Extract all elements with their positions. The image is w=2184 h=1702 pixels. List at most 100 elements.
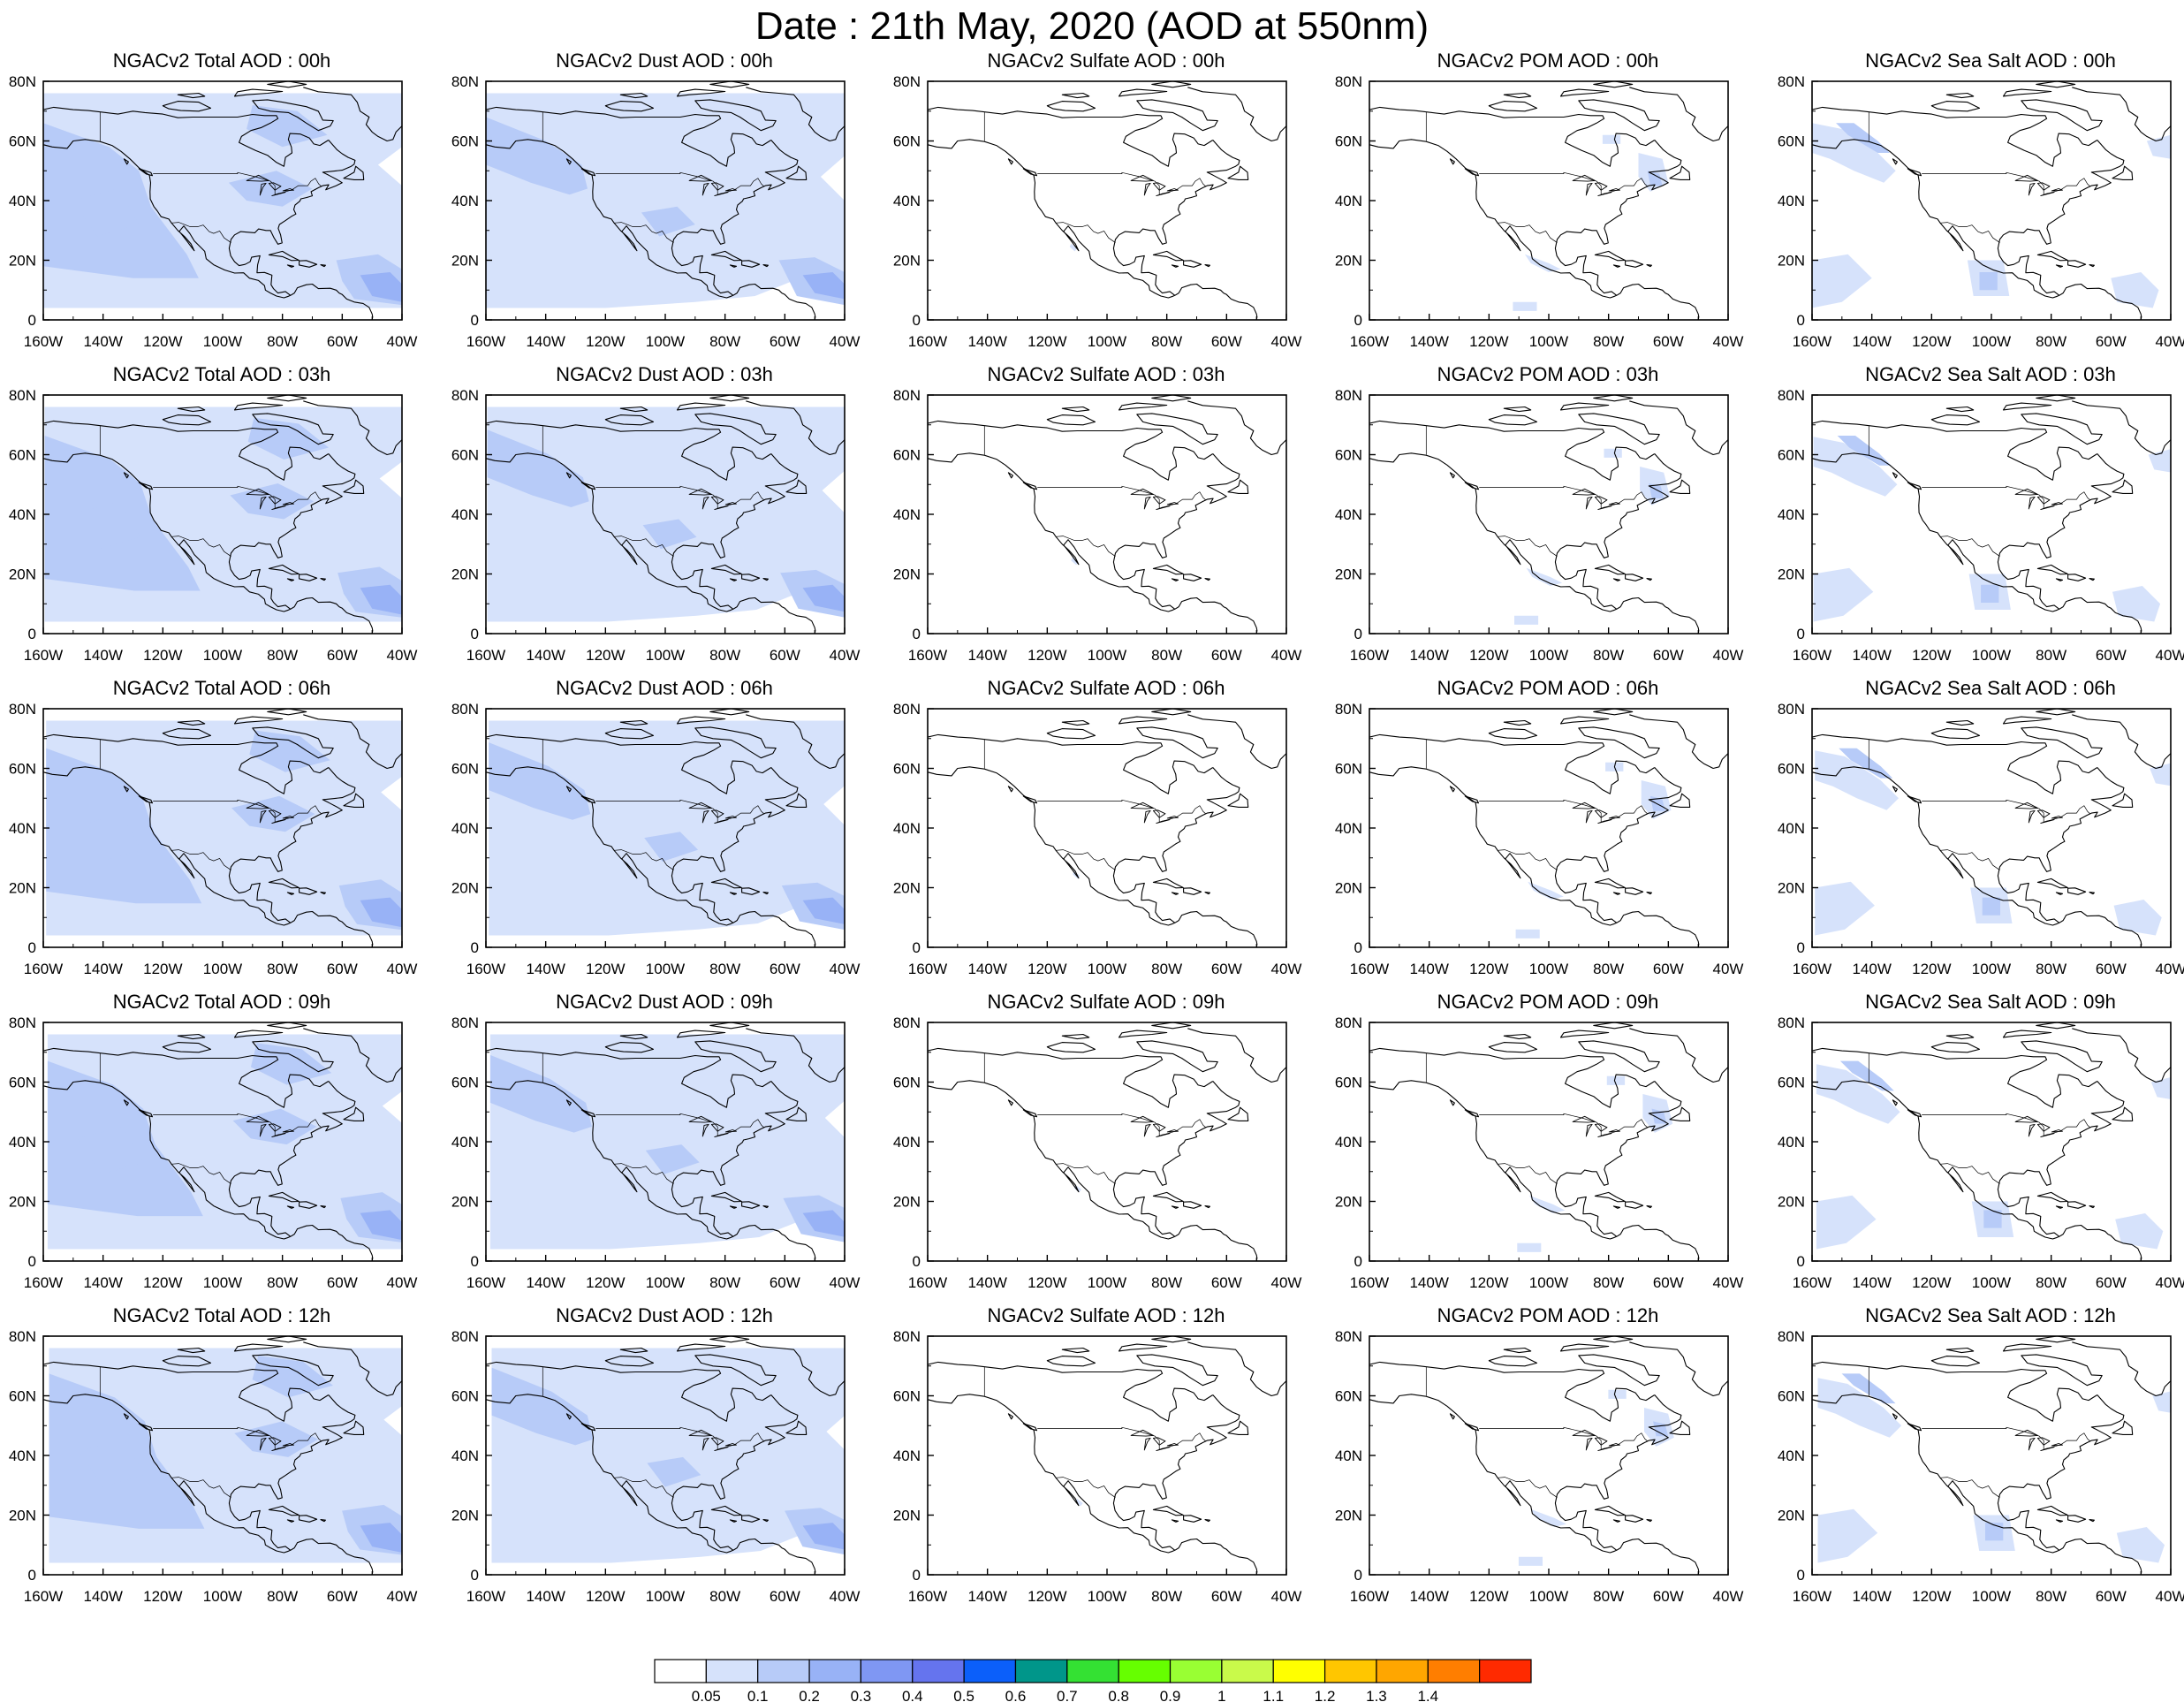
island-outline [1183,1201,1202,1209]
island-outline [1022,795,1038,804]
island-outline [1151,1336,1192,1343]
island-outline [267,395,307,402]
lon-tick-label: 60W [2096,647,2127,664]
map-panel: NGACv2 Dust AOD : 06h 160W 140W 120W 100W 80W… [444,677,885,977]
aod-map: 160W 140W 120W 100W 80W 60W 40W 0 20N 40N 60N 80N [1778,387,2184,664]
aod-field [486,117,588,195]
lake-outline [282,1129,294,1133]
lon-tick-label: 160W [1350,961,1389,977]
lon-tick-label: 80W [1593,333,1624,350]
lat-tick-label: 80N [1778,1014,1805,1031]
lon-tick-label: 80W [1151,647,1182,664]
lon-tick-label: 100W [203,647,242,664]
island-outline [2112,165,2134,180]
lake-outline [1585,809,1593,824]
island-outline [1503,1347,1532,1354]
island-outline [2112,1106,2134,1121]
island-outline [2036,878,2068,889]
country-border [1037,1426,1206,1450]
lat-tick-label: 20N [1778,253,1805,270]
lake-outline [1608,1443,1620,1447]
lon-tick-label: 160W [24,647,63,664]
island-outline [2021,1040,2103,1073]
lat-tick-label: 80N [1778,73,1805,90]
coastline [1812,1080,2142,1261]
country-border [1922,1426,2090,1450]
country-border [1479,1426,1648,1450]
lon-tick-label: 120W [586,647,625,664]
country-border [1056,536,1116,557]
lat-tick-label: 60N [451,447,479,464]
island-outline [267,709,307,716]
map-panel: NGACv2 Sea Salt AOD : 09h 160W 140W 120W 100… [1770,991,2184,1291]
aod-field [642,519,697,550]
lon-tick-label: 60W [1211,1274,1242,1291]
island-outline [1464,482,1480,490]
lon-tick-label: 60W [1211,1588,1242,1605]
island-outline [1625,1201,1644,1209]
coastline [486,1361,772,1422]
map-panel: NGACv2 Sulfate AOD : 12h 160W 140W 120W 100W… [885,1304,1327,1605]
island-outline [1171,892,1179,895]
coastline [486,733,772,794]
lon-tick-label: 40W [830,1588,861,1605]
aod-map: 160W 140W 120W 100W 80W 60W 40W 0 20N 40N 60N 80N [9,1014,418,1291]
lon-tick-label: 120W [1469,1588,1508,1605]
island-outline [1578,1354,1660,1387]
lon-tick-label: 100W [1529,961,1568,977]
island-outline [1136,413,1218,445]
island-outline [1930,1042,1981,1053]
island-outline [1945,1347,1975,1354]
aod-field [489,1034,845,1250]
island-outline [729,578,738,581]
island-outline [2021,99,2103,132]
island-outline [565,786,572,793]
island-outline [252,99,334,132]
island-outline [1593,1022,1634,1030]
island-outline [710,1191,742,1203]
coastline [1187,1341,1286,1397]
coastline [1369,1080,1700,1261]
island-outline [676,402,726,411]
coastline [1112,453,1240,610]
coastline [928,452,1258,634]
map-panel: NGACv2 Dust AOD : 00h 160W 140W 120W 100W 80W… [444,49,885,350]
panel-title: NGACv2 POM AOD : 00h [1437,49,1659,72]
lat-tick-label: 80N [1778,1328,1805,1345]
lake-outline [2051,1443,2063,1447]
island-outline [1061,1033,1090,1040]
lon-tick-label: 140W [1409,647,1448,664]
island-outline [2055,1519,2064,1523]
aod-field [1604,448,1622,458]
island-outline [1136,1354,1218,1387]
lon-tick-label: 100W [1529,1274,1568,1291]
aod-field [644,832,699,862]
island-outline [1594,564,1626,575]
coastline [1812,1361,2098,1422]
island-outline [580,1109,596,1118]
island-outline [1449,786,1455,793]
lon-tick-label: 60W [2096,1588,2127,1605]
lon-tick-label: 60W [327,961,358,977]
lon-tick-label: 100W [1088,961,1126,977]
lat-tick-label: 0 [28,312,36,329]
map-panel: NGACv2 Dust AOD : 12h 160W 140W 120W 100W 80W… [444,1304,885,1605]
lat-tick-label: 80N [9,1014,36,1031]
lat-tick-label: 20N [1778,1508,1805,1524]
coastline [1812,420,2098,481]
lat-tick-label: 20N [1335,1508,1362,1524]
panel-title: NGACv2 Sea Salt AOD : 03h [1865,363,2116,385]
aod-field [2150,763,2171,786]
lat-tick-label: 20N [1335,253,1362,270]
aod-map: 160W 140W 120W 100W 80W 60W 40W 0 20N 40N 60N 80N [9,701,418,977]
country-border [1498,1163,1558,1184]
island-outline [1007,472,1013,479]
coastline [1369,733,1656,794]
panel-title: NGACv2 Sulfate AOD : 09h [987,991,1225,1013]
island-outline [1171,264,1179,268]
lon-tick-label: 100W [1972,647,2011,664]
aod-field [1816,1064,1900,1124]
country-border [153,485,322,509]
island-outline [1593,81,1634,88]
country-border [1940,849,2000,870]
